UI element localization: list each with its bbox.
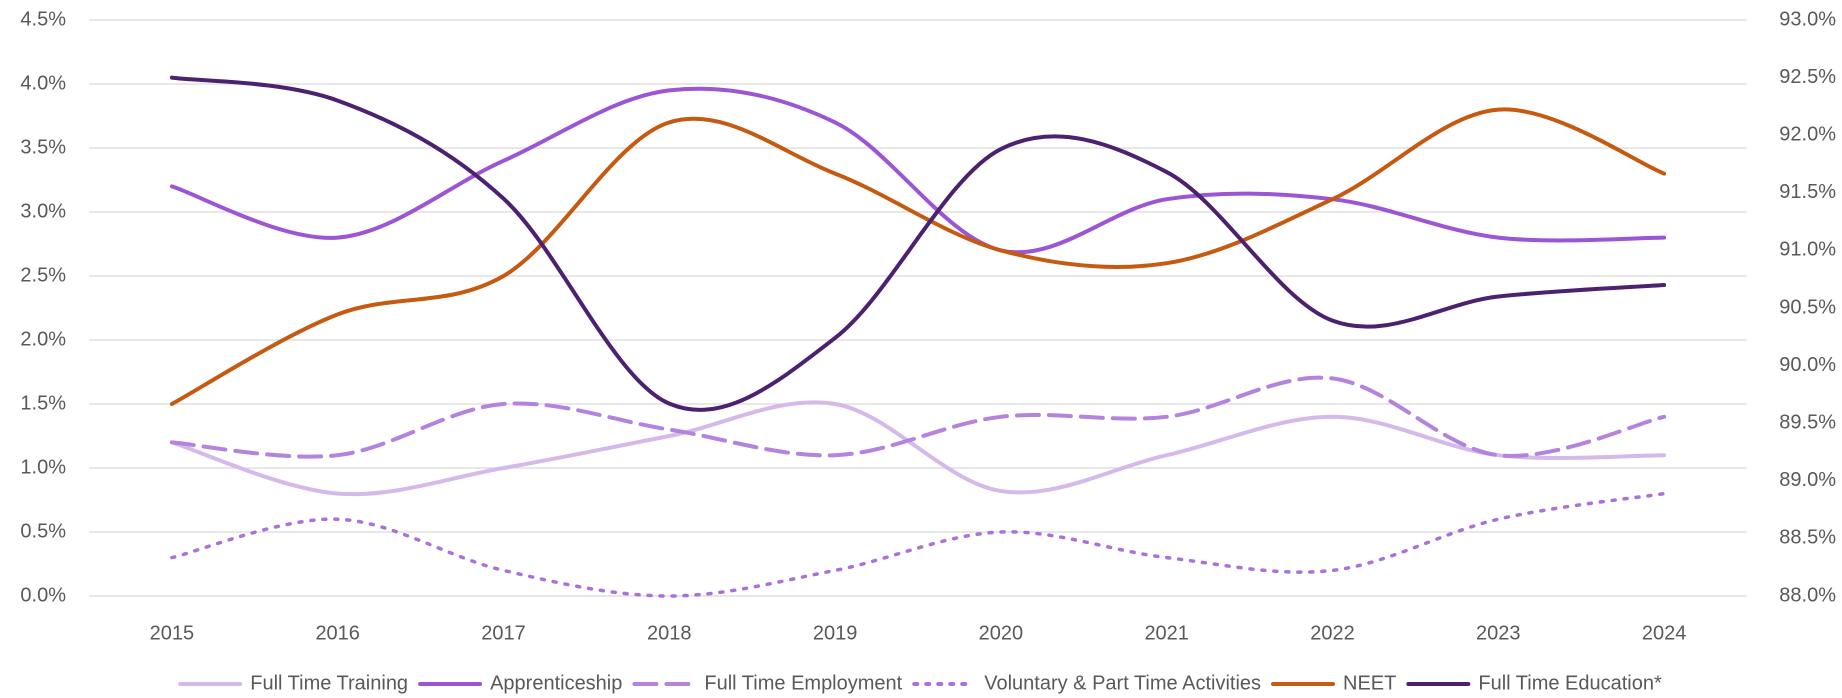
y2-tick-label: 91.0% xyxy=(1779,239,1836,261)
y-tick-label: 3.0% xyxy=(20,200,66,222)
y-tick-label: 4.5% xyxy=(20,8,66,30)
series-line xyxy=(169,375,1667,459)
series-line xyxy=(169,107,1667,406)
y2-tick-label: 92.5% xyxy=(1779,66,1836,88)
legend: Full Time Training Apprenticeship Full Tim… xyxy=(178,672,1662,694)
series-line xyxy=(169,400,1667,497)
x-tick-label: 2022 xyxy=(1310,622,1355,644)
y2-tick-label: 88.5% xyxy=(1779,527,1836,549)
y2-tick-label: 90.0% xyxy=(1779,354,1836,376)
y2-tick-label: 89.0% xyxy=(1779,469,1836,491)
x-tick-label: 2015 xyxy=(150,622,195,644)
y-tick-label: 2.5% xyxy=(20,264,66,286)
legend-label: NEET xyxy=(1343,672,1396,694)
legend-label: Apprenticeship xyxy=(490,672,622,694)
y2-tick-label: 89.5% xyxy=(1779,411,1836,433)
x-tick-label: 2019 xyxy=(813,622,858,644)
y2-tick-label: 90.5% xyxy=(1779,296,1836,318)
y2-tick-label: 91.5% xyxy=(1779,181,1836,203)
y-tick-label: 0.0% xyxy=(20,584,66,606)
legend-label: Full Time Employment xyxy=(704,672,902,694)
series-line xyxy=(169,75,1667,412)
x-tick-label: 2018 xyxy=(647,622,692,644)
series-line xyxy=(169,86,1667,255)
y2-tick-label: 88.0% xyxy=(1779,584,1836,606)
y-tick-label: 2.0% xyxy=(20,328,66,350)
legend-label: Voluntary & Part Time Activities xyxy=(984,672,1261,694)
x-tick-label: 2016 xyxy=(315,622,360,644)
legend-label: Full Time Education* xyxy=(1478,672,1662,694)
x-tick-label: 2024 xyxy=(1642,622,1687,644)
x-tick-label: 2021 xyxy=(1144,622,1189,644)
y-tick-label: 1.5% xyxy=(20,392,66,414)
y2-tick-label: 92.0% xyxy=(1779,123,1836,145)
y2-tick-label: 93.0% xyxy=(1779,8,1836,30)
y-tick-label: 0.5% xyxy=(20,520,66,542)
legend-label: Full Time Training xyxy=(250,672,408,694)
x-tick-label: 2020 xyxy=(979,622,1024,644)
y-tick-label: 1.0% xyxy=(20,456,66,478)
y-tick-label: 4.0% xyxy=(20,72,66,94)
x-tick-label: 2017 xyxy=(481,622,526,644)
series-line xyxy=(170,491,1666,598)
y-tick-label: 3.5% xyxy=(20,136,66,158)
x-tick-label: 2023 xyxy=(1476,622,1521,644)
